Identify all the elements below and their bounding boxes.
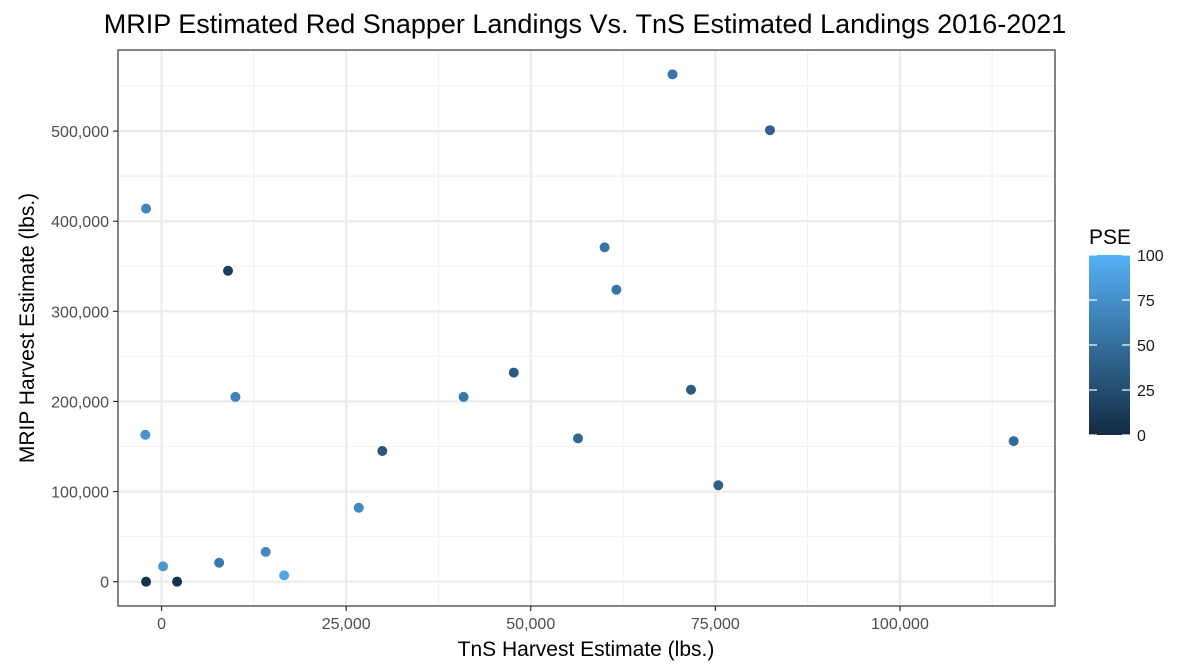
legend-tick-label: 25	[1137, 383, 1155, 400]
x-tick-label: 0	[157, 616, 166, 633]
data-point	[508, 367, 519, 378]
data-point	[599, 242, 610, 253]
legend-tick-label: 0	[1137, 428, 1146, 445]
x-tick-label: 50,000	[506, 616, 555, 633]
data-point	[279, 570, 290, 581]
data-point	[260, 546, 271, 557]
legend-tick-label: 75	[1137, 293, 1155, 310]
data-point	[377, 446, 388, 457]
y-axis-title: MRIP Harvest Estimate (lbs.)	[16, 193, 39, 463]
y-tick-label: 400,000	[51, 214, 109, 231]
data-point	[141, 576, 152, 587]
data-point	[1008, 436, 1019, 447]
data-point	[764, 125, 775, 136]
data-point	[353, 502, 364, 513]
data-point	[172, 576, 183, 587]
data-point	[458, 391, 469, 402]
x-tick-label: 100,000	[871, 616, 929, 633]
y-tick-label: 100,000	[51, 485, 109, 502]
data-point	[214, 557, 225, 568]
x-tick-label: 75,000	[691, 616, 740, 633]
x-axis-title: TnS Harvest Estimate (lbs.)	[458, 638, 715, 661]
color-legend: PSE 0 25 50 75 100	[1089, 226, 1164, 445]
grid	[118, 50, 1055, 606]
y-tick-label: 500,000	[51, 124, 109, 141]
plot-panel-border	[117, 49, 1056, 607]
data-point	[573, 433, 584, 444]
data-point	[230, 391, 241, 402]
y-tick-label: 200,000	[51, 394, 109, 411]
data-point	[667, 69, 678, 80]
data-point	[713, 480, 724, 491]
data-point	[140, 429, 151, 440]
data-point	[158, 561, 169, 572]
data-point	[611, 284, 622, 295]
data-points	[140, 69, 1019, 587]
legend-tick-label: 100	[1137, 248, 1164, 265]
data-point	[685, 384, 696, 395]
chart-title: MRIP Estimated Red Snapper Landings Vs. …	[104, 9, 1067, 39]
data-point	[141, 203, 152, 214]
y-tick-label: 300,000	[51, 304, 109, 321]
axes: 0 25,000 50,000 75,000 100,000 0 100,000 200,00…	[51, 124, 929, 633]
y-tick-label: 0	[100, 575, 109, 592]
legend-title: PSE	[1089, 226, 1131, 249]
data-point	[223, 265, 234, 276]
x-tick-label: 25,000	[322, 616, 371, 633]
legend-tick-label: 50	[1137, 338, 1155, 355]
